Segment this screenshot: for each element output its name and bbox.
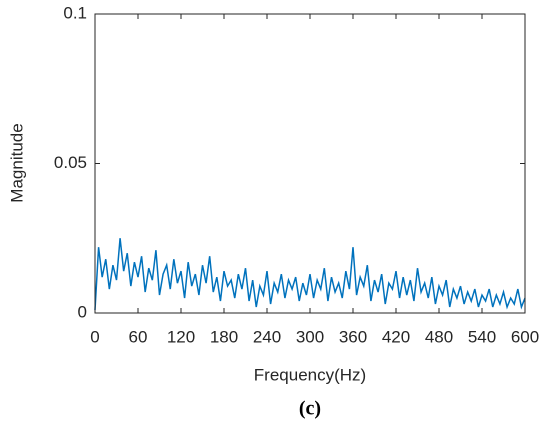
x-tick-label: 0	[90, 327, 99, 346]
x-tick-label: 240	[253, 327, 281, 346]
x-axis-title: Frequency(Hz)	[254, 365, 366, 384]
x-tick-label: 300	[296, 327, 324, 346]
plot-frame	[94, 13, 526, 314]
y-axis-title: Magnitude	[7, 123, 26, 202]
x-tick-label: 360	[339, 327, 367, 346]
x-tick-label: 120	[167, 327, 195, 346]
x-tick-label: 540	[468, 327, 496, 346]
caption: (c)	[299, 398, 321, 420]
y-tick-label: 0	[78, 302, 87, 321]
x-tick-label: 420	[382, 327, 410, 346]
data-line	[94, 238, 526, 311]
x-tick-label: 480	[425, 327, 453, 346]
x-tick-label: 180	[210, 327, 238, 346]
y-tick-label: 0.05	[54, 153, 87, 172]
x-tick-label: 600	[511, 327, 539, 346]
x-tick-label: 60	[129, 327, 148, 346]
y-tick-label: 0.1	[63, 3, 87, 22]
